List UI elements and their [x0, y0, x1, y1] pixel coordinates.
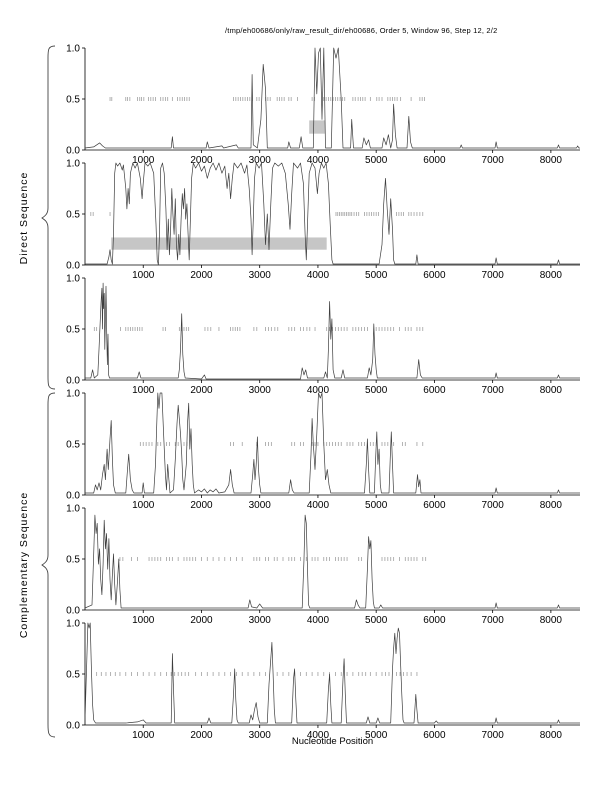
y-tick-label: 0.5 [66, 555, 80, 566]
y-tick-label: 0.5 [66, 210, 80, 221]
x-tick-label: 1000 [132, 155, 155, 166]
coding-potential-curve [85, 162, 580, 266]
x-tick-label: 5000 [365, 615, 388, 626]
y-tick-label: 1.0 [66, 619, 80, 630]
panel-direct-frame-2: 0.0 0.5 1.0 1000 2000 3000 4000 5000 6000 7000 800… [66, 159, 580, 281]
direct-sequence-brace [41, 45, 56, 390]
y-tick-label: 1.0 [66, 504, 80, 515]
y-tick-label: 0.0 [66, 261, 80, 272]
x-tick-label: 8000 [540, 385, 563, 396]
y-tick-label: 0.0 [66, 146, 80, 157]
x-tick-label: 7000 [482, 385, 505, 396]
x-tick-label: 3000 [249, 615, 272, 626]
panel-direct-frame-3: 0.0 0.5 1.0 1000 2000 3000 4000 5000 6000 7000 800… [66, 274, 580, 396]
x-tick-label: 8000 [540, 615, 563, 626]
y-tick-label: 1.0 [66, 159, 80, 170]
x-tick-label: 2000 [190, 270, 213, 281]
x-tick-label: 6000 [423, 500, 446, 511]
x-tick-label: 8000 [540, 270, 563, 281]
plot-title: /tmp/eh00686/only/raw_result_dir/eh00686… [225, 26, 498, 35]
y-tick-label: 0.5 [66, 440, 80, 451]
x-tick-label: 5000 [365, 155, 388, 166]
y-tick-label: 1.0 [66, 389, 80, 400]
x-tick-label: 1000 [132, 385, 155, 396]
coding-potential-curve [84, 622, 580, 724]
coding-potential-curve [84, 514, 580, 609]
coding-potential-curve [84, 47, 580, 149]
x-tick-label: 6000 [423, 155, 446, 166]
x-tick-label: 3000 [249, 385, 272, 396]
x-tick-label: 1000 [132, 730, 155, 741]
x-tick-label: 4000 [307, 615, 330, 626]
panel-complementary-frame-1: 0.0 0.5 1.0 1000 2000 3000 4000 5000 6000 7000 800… [66, 389, 580, 511]
shaded-region [309, 120, 325, 134]
x-tick-label: 3000 [249, 155, 272, 166]
x-tick-label: 4000 [307, 155, 330, 166]
x-tick-label: 7000 [482, 615, 505, 626]
x-tick-label: 4000 [307, 730, 330, 741]
y-tick-label: 0.0 [66, 606, 80, 617]
panel-complementary-frame-2: 0.0 0.5 1.0 1000 2000 3000 4000 5000 6000 7000 800… [66, 504, 580, 626]
x-tick-label: 6000 [423, 730, 446, 741]
x-tick-label: 4000 [307, 385, 330, 396]
x-tick-label: 2000 [190, 730, 213, 741]
shaded-region [111, 237, 327, 250]
coding-potential-curve [85, 282, 580, 380]
x-tick-label: 1000 [132, 500, 155, 511]
y-tick-label: 0.5 [66, 325, 80, 336]
x-tick-label: 1000 [132, 270, 155, 281]
y-tick-label: 1.0 [66, 274, 80, 285]
panel-direct-frame-1: 0.0 0.5 1.0 1000 2000 3000 4000 5000 6000 7000 800… [66, 44, 580, 166]
x-tick-label: 7000 [482, 500, 505, 511]
x-tick-label: 4000 [307, 270, 330, 281]
x-tick-label: 4000 [307, 500, 330, 511]
x-tick-label: 1000 [132, 615, 155, 626]
x-tick-label: 5000 [365, 385, 388, 396]
x-tick-label: 8000 [540, 155, 563, 166]
y-tick-label: 0.0 [66, 721, 80, 732]
y-tick-label: 1.0 [66, 44, 80, 55]
x-tick-label: 6000 [423, 270, 446, 281]
x-tick-label: 7000 [482, 270, 505, 281]
direct-sequence-label: Direct Sequence [18, 172, 30, 265]
x-tick-label: 3000 [249, 730, 272, 741]
y-tick-label: 0.5 [66, 670, 80, 681]
y-tick-label: 0.0 [66, 376, 80, 387]
x-tick-label: 2000 [190, 615, 213, 626]
x-tick-label: 7000 [482, 730, 505, 741]
x-tick-label: 5000 [365, 500, 388, 511]
x-tick-label: 7000 [482, 155, 505, 166]
x-tick-label: 2000 [190, 385, 213, 396]
complementary-sequence-label: Complementary Sequence [18, 492, 30, 638]
x-tick-label: 5000 [365, 270, 388, 281]
coding-potential-curve [85, 392, 580, 494]
x-tick-label: 2000 [190, 500, 213, 511]
x-tick-label: 8000 [540, 730, 563, 741]
x-tick-label: 3000 [249, 270, 272, 281]
y-tick-label: 0.5 [66, 95, 80, 106]
y-tick-label: 0.0 [66, 491, 80, 502]
x-axis-title: Nucleotide Position [291, 736, 374, 747]
x-tick-label: 6000 [423, 615, 446, 626]
x-tick-label: 6000 [423, 385, 446, 396]
x-tick-label: 2000 [190, 155, 213, 166]
x-tick-label: 5000 [365, 730, 388, 741]
x-tick-label: 3000 [249, 500, 272, 511]
complementary-sequence-brace [41, 392, 56, 738]
x-tick-label: 8000 [540, 500, 563, 511]
panel-complementary-frame-3: 0.0 0.5 1.0 1000 2000 3000 4000 5000 6000 7000 800… [66, 619, 580, 741]
